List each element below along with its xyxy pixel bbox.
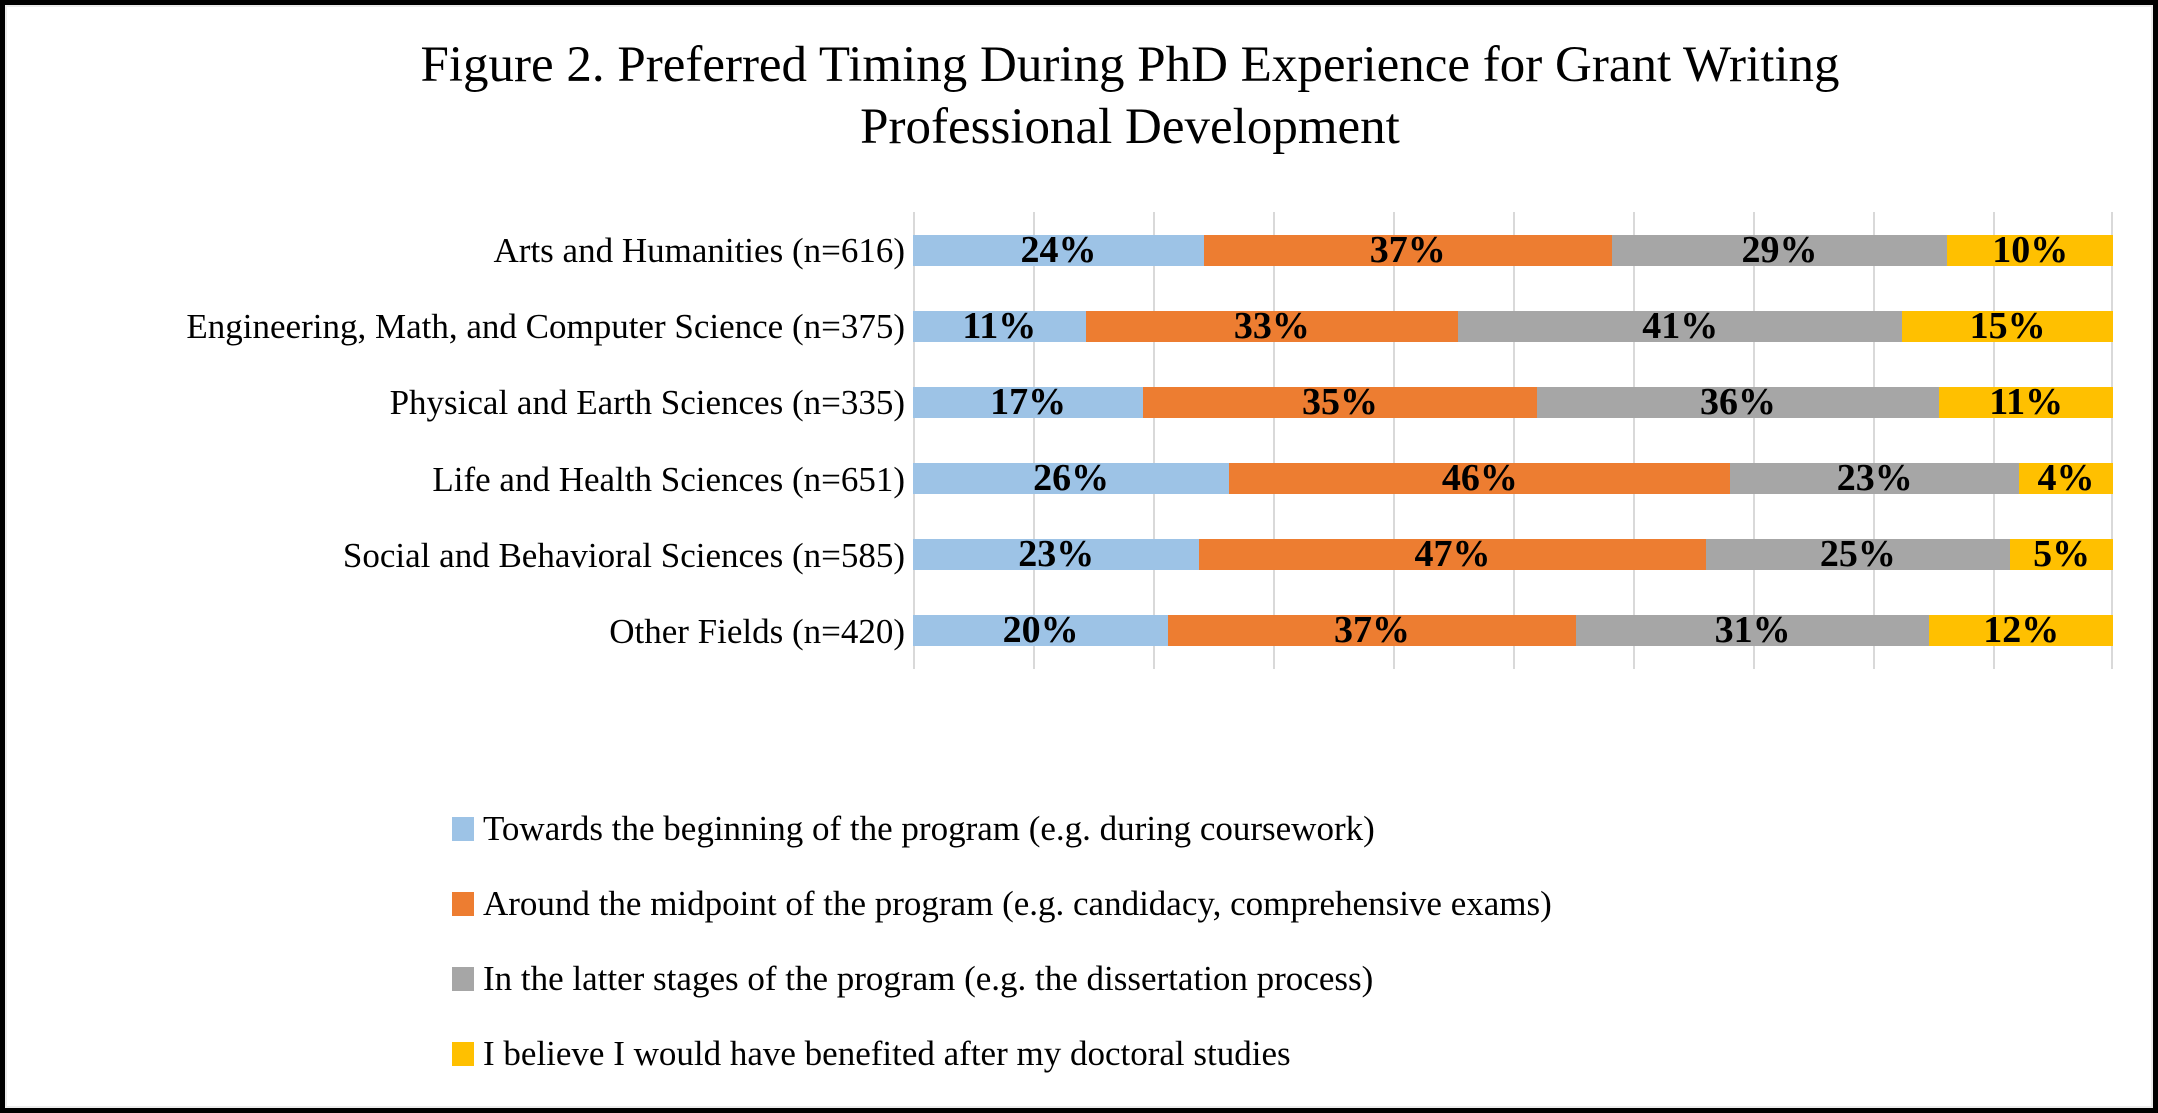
bar-segment: 11% [1939,381,2113,423]
gridline [1153,212,1155,669]
bar-segment-label: 25% [1819,533,1896,575]
bar-segment-label: 12% [1983,609,2060,651]
bar-segment-label: 23% [1018,533,1095,575]
bar-segment-label: 11% [1989,381,2064,423]
legend-label: In the latter stages of the program (e.g… [483,958,1374,998]
gridline [2111,212,2113,669]
bar-segment-label: 36% [1700,381,1777,423]
legend-label: I believe I would have benefited after m… [483,1033,1291,1073]
category-label: Arts and Humanities (n=616) [493,230,905,270]
bar-segment: 41% [1458,305,1903,347]
legend-label: Towards the beginning of the program (e.… [483,808,1375,848]
bar-segment-label: 24% [1020,229,1097,271]
bar-segment: 26% [913,457,1230,499]
chart-title: Figure 2. Preferred Timing During PhD Ex… [420,37,1840,155]
bar-segment: 31% [1575,609,1930,651]
bar-segment-label: 26% [1033,457,1110,499]
gridline [1513,212,1515,669]
bar-segment: 47% [1199,533,1706,575]
bar-row: 24% 37% 29% 10% [913,229,2113,271]
bar-segment-label: 29% [1741,229,1818,271]
bar-segment: 10% [1947,229,2113,271]
bar-segment: 37% [1204,229,1612,271]
bar-segment: 25% [1705,533,2011,575]
bar-segment-label: 20% [1002,609,1079,651]
bar-segment: 29% [1611,229,1948,271]
legend-item: In the latter stages of the program (e.g… [452,956,1552,1001]
legend: Towards the beginning of the program (e.… [452,806,1552,1106]
legend-swatch [452,891,474,916]
legend-swatch [452,966,474,991]
bar-segment-label: 46% [1441,457,1518,499]
legend-item: I believe I would have benefited after m… [452,1031,1552,1076]
legend-item: Towards the beginning of the program (e.… [452,806,1552,851]
gridline [1753,212,1755,669]
bar-segment: 4% [2019,457,2113,499]
bar-segment: 12% [1929,609,2113,651]
bar-row: 20% 37% 31% 12% [913,609,2113,651]
bar-segment: 35% [1143,381,1537,423]
category-label: Engineering, Math, and Computer Science … [186,306,905,346]
gridline [1993,212,1995,669]
gridline [1393,212,1395,669]
gridline [1873,212,1875,669]
bar-segment-label: 41% [1642,305,1719,347]
gridline [913,212,915,669]
bar-segment-label: 11% [962,305,1037,347]
bar-segment-label: 23% [1836,457,1913,499]
legend-item: Around the midpoint of the program (e.g.… [452,881,1552,926]
bar-row: 23% 47% 25% 5% [913,533,2113,575]
bar-segment: 46% [1229,457,1731,499]
bar-segment: 36% [1536,381,1940,423]
legend-swatch [452,1041,474,1066]
bar-segment: 15% [1902,305,2114,347]
bar-row: 26% 46% 23% 4% [913,457,2113,499]
gridline [1033,212,1035,669]
bar-segment: 24% [913,229,1205,271]
bar-segment-label: 5% [2033,533,2091,575]
bar-segment-label: 37% [1333,609,1410,651]
bar-row: 17% 35% 36% 11% [913,381,2113,423]
gridline [1633,212,1635,669]
bar-segment: 33% [1085,305,1459,347]
bar-segment-label: 4% [2037,457,2095,499]
bar-segment-label: 31% [1714,609,1791,651]
bar-segment-label: 33% [1233,305,1310,347]
gridline [1273,212,1275,669]
legend-swatch [452,816,474,841]
bar-segment-label: 17% [990,381,1067,423]
category-label: Other Fields (n=420) [609,611,905,651]
bar-segment-label: 37% [1369,229,1446,271]
bar-segment-label: 15% [1969,305,2046,347]
bar-segment: 17% [913,381,1144,423]
bar-segment: 23% [913,533,1200,575]
category-label: Life and Health Sciences (n=651) [432,459,905,499]
bar-row: 11% 33% 41% 15% [913,305,2114,347]
legend-label: Around the midpoint of the program (e.g.… [483,883,1552,923]
bar-segment-label: 10% [1992,229,2069,271]
category-label: Social and Behavioral Sciences (n=585) [342,535,905,575]
category-label: Physical and Earth Sciences (n=335) [389,382,905,422]
bar-segment-label: 47% [1414,533,1491,575]
bar-segment: 20% [913,609,1169,651]
bar-segment-label: 35% [1301,381,1378,423]
plot-area: 24% 37% 29% 10% 11% 33% 41% 15% 17% 35% 36% 11% 26% 4… [913,212,2114,669]
bar-segment: 37% [1168,609,1576,651]
bar-segment: 11% [913,305,1086,347]
bar-segment: 5% [2010,533,2113,575]
bar-segment: 23% [1730,457,2020,499]
